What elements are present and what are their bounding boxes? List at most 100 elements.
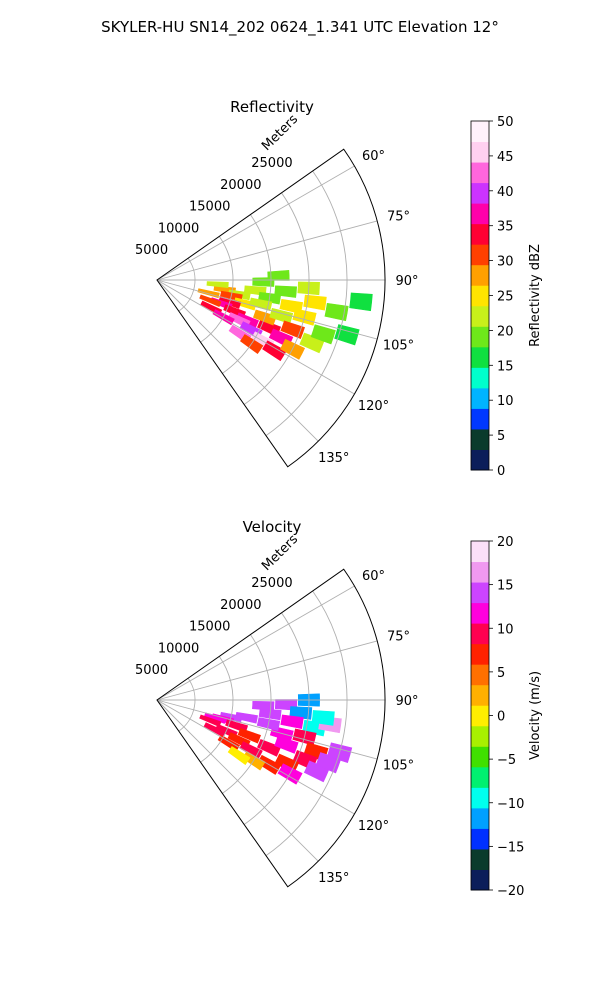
colorbar-swatch (471, 725, 489, 747)
colorbar-swatch (471, 828, 489, 850)
colorbar-tick-label: 35 (497, 220, 514, 235)
range-tick-label: 20000 (220, 598, 261, 613)
range-ring (265, 170, 348, 437)
radial-axis-label: Meters (259, 532, 301, 574)
radar-cell (199, 294, 222, 308)
azimuth-tick-label: 60° (362, 149, 385, 164)
radar-cell (235, 711, 258, 724)
azimuth-spoke (156, 699, 355, 815)
colorbar-tick-label: −15 (497, 840, 524, 855)
colorbar-swatch (471, 408, 489, 430)
colorbar-swatch (471, 582, 489, 604)
azimuth-tick-label: 105° (383, 759, 414, 774)
azimuth-spoke (156, 699, 378, 760)
azimuth-tick-label: 135° (318, 871, 349, 886)
radar-cell (310, 324, 336, 345)
colorbar-swatch (471, 387, 489, 409)
range-tick-label: 25000 (251, 156, 292, 171)
colorbar-swatch (471, 182, 489, 204)
radar-cell (206, 281, 229, 289)
colorbar-swatch (471, 787, 489, 809)
colorbar-swatch (471, 162, 489, 184)
panel-title: Velocity (243, 518, 302, 536)
radar-cell (349, 292, 373, 312)
radar-cell (334, 324, 360, 346)
velocity-panel: Velocity 5000 10000 15000 20000 25000 Meters 60… (135, 518, 543, 899)
colorbar-swatch (471, 285, 489, 307)
sector-outline (156, 568, 386, 888)
radial-axis-label: Meters (259, 112, 301, 154)
azimuth-spoke (156, 220, 378, 281)
colorbar-swatch (471, 848, 489, 870)
colorbar-tick-label: 20 (497, 324, 514, 339)
range-ring (222, 634, 272, 794)
radar-cell (280, 714, 304, 729)
colorbar-swatch (471, 223, 489, 245)
colorbar-swatch (471, 766, 489, 788)
colorbar-swatch (471, 264, 489, 286)
colorbar-tick-label: 5 (497, 666, 505, 681)
range-ring (222, 214, 272, 374)
colorbar-swatch (471, 244, 489, 266)
colorbar-swatch (471, 869, 489, 891)
range-tick-label: 10000 (158, 221, 199, 236)
range-tick-label: 15000 (189, 200, 230, 215)
azimuth-spoke (156, 585, 355, 701)
range-tick-label: 5000 (135, 243, 168, 258)
azimuth-spoke (156, 279, 319, 442)
panel-title: Reflectivity (230, 98, 314, 116)
azimuth-tick-label: 135° (318, 451, 349, 466)
colorbar-swatch (471, 203, 489, 225)
colorbar-tick-label: 0 (497, 464, 505, 479)
colorbar-swatch (471, 449, 489, 471)
colorbar-label: Velocity (m/s) (528, 671, 543, 760)
range-tick-label: 5000 (135, 663, 168, 678)
colorbar-swatch (471, 643, 489, 665)
range-ring (243, 612, 310, 825)
radar-cell (237, 728, 261, 744)
colorbar-tick-label: 5 (497, 429, 505, 444)
range-tick-label: 25000 (251, 576, 292, 591)
range-ring (265, 590, 348, 857)
azimuth-spoke (156, 279, 378, 340)
colorbar-tick-label: 45 (497, 150, 514, 165)
colorbar-swatch (471, 746, 489, 768)
radar-cell (311, 710, 335, 726)
colorbar-swatch (471, 684, 489, 706)
azimuth-tick-label: 105° (383, 339, 414, 354)
range-tick-label: 20000 (220, 178, 261, 193)
radar-cell (252, 701, 275, 711)
colorbar-swatch (471, 326, 489, 348)
colorbar-tick-label: −10 (497, 797, 524, 812)
colorbar-tick-label: −5 (497, 753, 516, 768)
colorbar-tick-label: 15 (497, 579, 514, 594)
sector-outline (156, 148, 386, 468)
radar-cell (199, 714, 222, 728)
colorbar-swatch (471, 428, 489, 450)
colorbar-tick-label: 25 (497, 290, 514, 305)
azimuth-tick-label: 60° (362, 569, 385, 584)
colorbar-swatch (471, 141, 489, 163)
colorbar-swatch (471, 561, 489, 583)
colorbar-label: Reflectivity dBZ (528, 244, 543, 347)
colorbar-swatch (471, 121, 489, 143)
colorbar-swatch (471, 664, 489, 686)
range-tick-label: 15000 (189, 620, 230, 635)
range-tick-label: 10000 (158, 641, 199, 656)
colorbar-tick-label: 0 (497, 710, 505, 725)
azimuth-tick-label: 120° (358, 399, 389, 414)
azimuth-tick-label: 90° (395, 694, 418, 709)
radar-cell (274, 285, 297, 298)
colorbar-tick-label: 50 (497, 115, 514, 130)
azimuth-spoke (156, 165, 355, 281)
range-ring (200, 656, 234, 763)
colorbar: −20 −15 −10 −5 0 5 10 15 20 Velocity (m/s) (470, 535, 543, 899)
colorbar-swatch (471, 602, 489, 624)
azimuth-tick-label: 90° (395, 274, 418, 289)
figure-title: SKYLER-HU SN14_202 0624_1.341 UTC Elevat… (101, 18, 499, 37)
radar-cell (274, 736, 299, 754)
colorbar: 0 5 10 15 20 25 30 35 40 45 50 Reflectivity dBZ (470, 115, 543, 479)
colorbar-tick-label: −20 (497, 884, 524, 899)
colorbar-swatch (471, 367, 489, 389)
